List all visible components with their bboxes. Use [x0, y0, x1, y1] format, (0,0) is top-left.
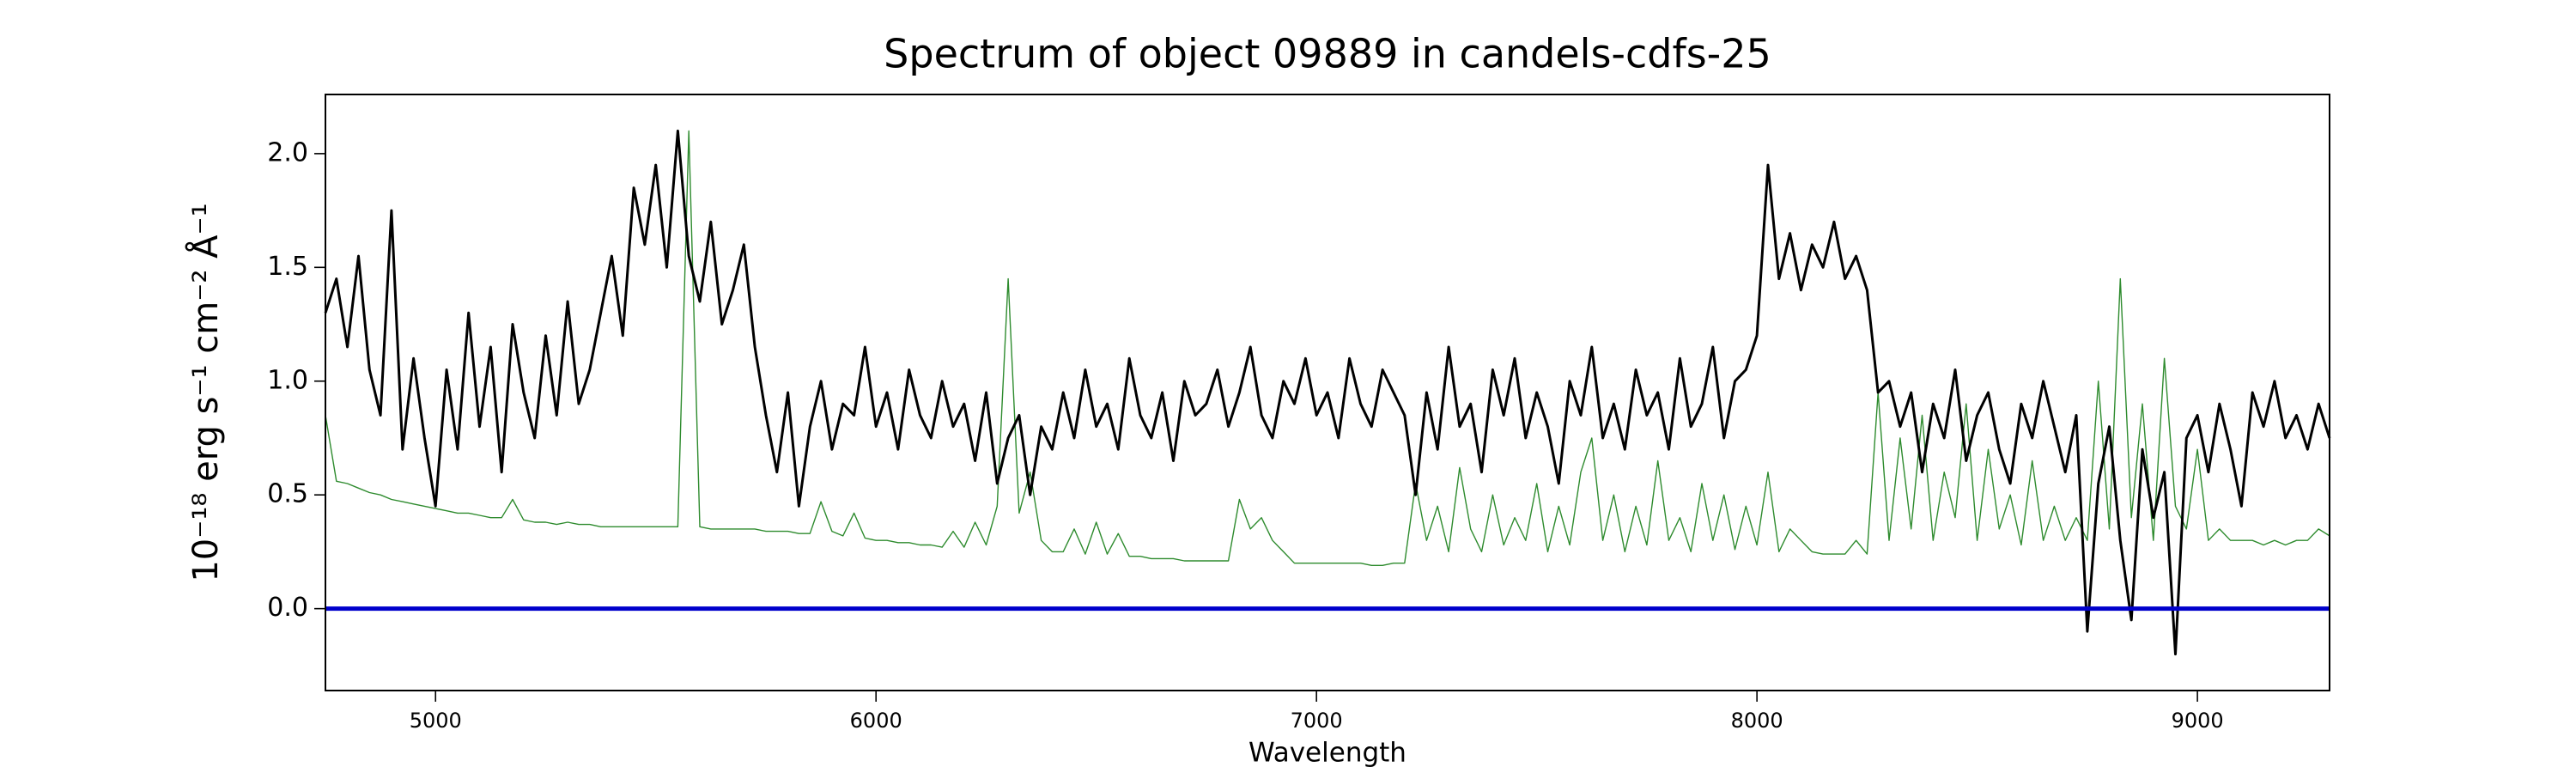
x-tick-label: 8000 [1731, 709, 1783, 733]
y-tick-label: 1.0 [267, 365, 308, 395]
y-tick-label: 0.5 [267, 479, 308, 509]
y-tick-label: 0.0 [267, 593, 308, 623]
chart-title: Spectrum of object 09889 in candels-cdfs… [884, 31, 1771, 77]
plot-frame [325, 94, 2330, 691]
y-tick-label: 2.0 [267, 137, 308, 167]
y-tick-label: 1.5 [267, 252, 308, 282]
x-tick-label: 6000 [850, 709, 902, 733]
x-tick-label: 5000 [410, 709, 462, 733]
spectrum-line [324, 129, 2331, 656]
spectrum-line [325, 130, 2330, 566]
x-axis-label: Wavelength [1249, 738, 1406, 769]
x-tick-label: 7000 [1291, 709, 1343, 733]
y-axis-label: 10⁻¹⁸ erg s⁻¹ cm⁻² Å⁻¹ [185, 203, 226, 581]
x-tick-label: 9000 [2172, 709, 2224, 733]
